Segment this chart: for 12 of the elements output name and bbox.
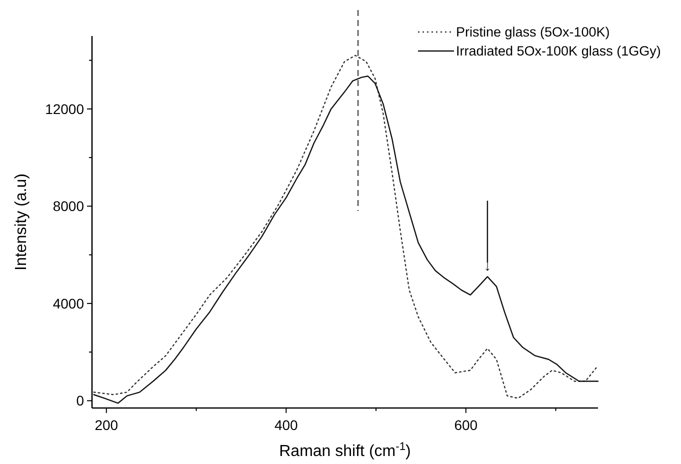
legend-label: Pristine glass (5Ox-100K) [456,24,610,40]
annotation: ↓ [484,258,491,274]
y-axis-title: Intensity (a.u) [13,174,30,270]
y-tick-label: 12000 [45,100,84,117]
y-tick-label: 8000 [52,198,84,214]
x-tick-label: 400 [274,417,298,433]
x-axis-title: Raman shift (cm$^{-1}$) [279,441,411,460]
y-tick-label: 0 [76,392,84,409]
x-tick-label: 200 [94,417,118,433]
x-tick-label: 600 [454,417,478,433]
y-tick-label: 4000 [52,295,84,312]
legend-label: Irradiated 5Ox-100K glass (1GGy) [456,44,661,59]
